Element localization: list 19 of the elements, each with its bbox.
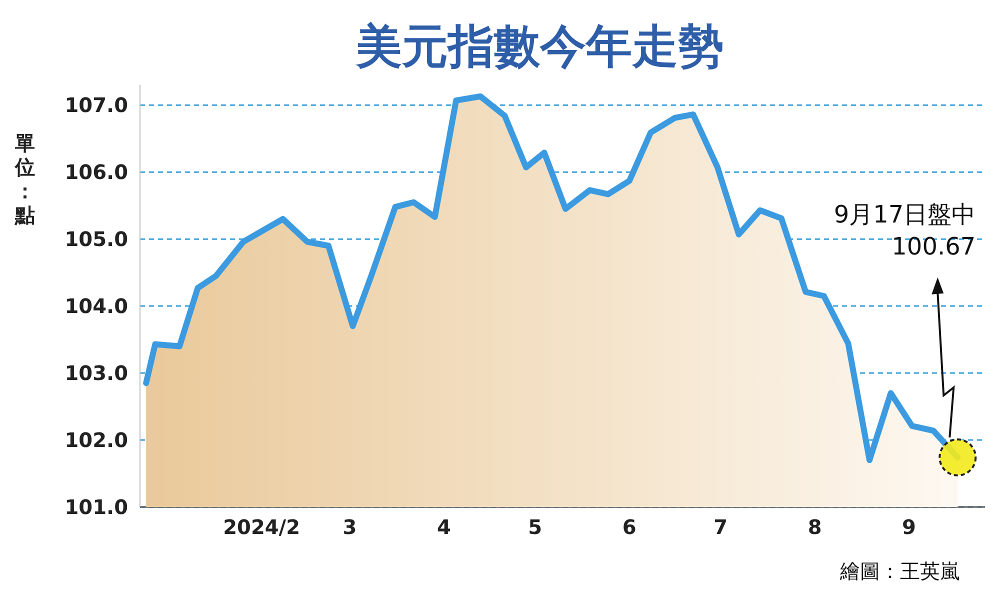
- y-axis-title: 單位：點: [14, 131, 35, 227]
- x-tick-label: 7: [714, 515, 728, 539]
- y-tick-label: 102.0: [64, 428, 128, 452]
- x-tick-label: 5: [528, 515, 542, 539]
- x-tick-label: 3: [342, 515, 357, 539]
- y-tick-label: 106.0: [64, 160, 128, 184]
- y-tick-label: 101.0: [64, 495, 128, 519]
- annotation: 9月17日盤中 100.67: [834, 200, 976, 260]
- text: 繪圖：王英嵐: [839, 559, 960, 583]
- x-tick-label: 6: [622, 515, 636, 539]
- y-tick-label: 103.0: [64, 361, 128, 386]
- x-tick-label: 8: [808, 515, 822, 539]
- x-tick-label: 9: [902, 515, 916, 539]
- x-tick-label: 4: [436, 515, 451, 539]
- chart-title: 美元指數今年走勢: [355, 19, 724, 73]
- y-tick-label: 107.0: [64, 93, 128, 118]
- x-tick-label: 2024/2: [223, 515, 300, 539]
- y-tick-label: 104.0: [64, 294, 128, 318]
- y-tick-label: 105.0: [64, 227, 128, 252]
